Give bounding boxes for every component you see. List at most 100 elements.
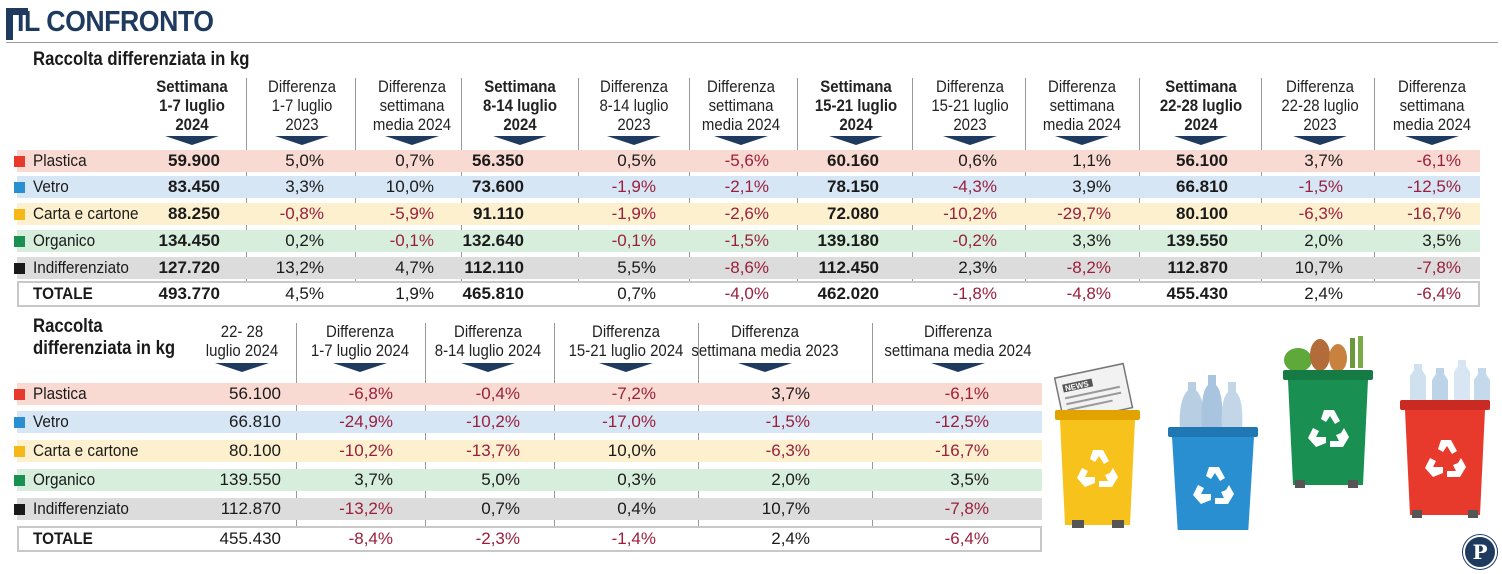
table-cell: -0,8% xyxy=(279,204,324,223)
column-header-arrow-icon xyxy=(738,363,792,372)
table-cell: 112.450 xyxy=(818,258,879,277)
column-header-arrow-icon xyxy=(931,363,985,372)
table-cell: -0,2% xyxy=(952,231,997,250)
column-separator xyxy=(698,323,699,545)
header-divider xyxy=(6,42,1498,43)
table-cell: -0,4% xyxy=(475,384,520,403)
column-header-text: Differenza 15-21 luglio 2023 xyxy=(931,77,1009,134)
column-header: Settimana 22-28 luglio 2024 xyxy=(1147,77,1255,134)
column-header: 22- 28 luglio 2024 xyxy=(157,322,327,360)
table-cell: -24,9% xyxy=(339,412,393,431)
table-cell: -7,2% xyxy=(611,384,656,403)
publisher-logo: P xyxy=(1463,535,1497,569)
row-background xyxy=(17,498,1042,520)
table-cell: 0,6% xyxy=(958,151,997,170)
category-color-swatch xyxy=(14,504,25,515)
column-header-text: Differenza 15-21 luglio 2024 xyxy=(568,322,684,360)
row-label-carta-e-cartone: Carta e cartone xyxy=(33,441,139,460)
category-color-swatch xyxy=(14,209,25,220)
column-header: Differenza settimana media 2024 xyxy=(1028,77,1136,134)
table-cell: 462.020 xyxy=(817,284,879,303)
row-background xyxy=(17,150,1480,172)
row-background xyxy=(17,469,1042,491)
table-cell: 5,5% xyxy=(617,258,656,277)
table-cell: -2,3% xyxy=(475,529,520,548)
column-header: Differenza 1-7 luglio 2023 xyxy=(248,77,356,134)
table-cell: 10,0% xyxy=(607,441,656,460)
column-header-text: 22- 28 luglio 2024 xyxy=(205,322,279,360)
column-header-arrow-icon xyxy=(165,136,219,145)
column-header-arrow-icon xyxy=(493,136,547,145)
table-cell: -10,2% xyxy=(339,441,393,460)
row-background xyxy=(17,440,1042,462)
table-cell: 139.550 xyxy=(219,470,281,489)
column-header-arrow-icon xyxy=(1405,136,1459,145)
table-cell: 10,7% xyxy=(761,499,810,518)
table-cell: -16,7% xyxy=(1407,204,1461,223)
row-label-vetro: Vetro xyxy=(33,177,69,196)
category-color-swatch xyxy=(14,263,25,274)
red-recycling-bin-icon xyxy=(1400,360,1490,518)
column-header-arrow-icon xyxy=(829,136,883,145)
row-label-plastica: Plastica xyxy=(33,384,87,403)
category-color-swatch xyxy=(14,475,25,486)
table-cell: -2,6% xyxy=(724,204,769,223)
column-header-text: Differenza settimana media 2024 xyxy=(701,77,781,134)
column-header-text: Differenza settimana media 2024 xyxy=(884,322,1032,360)
column-header-text: Settimana 1-7 luglio 2024 xyxy=(156,77,228,134)
table-cell: 10,0% xyxy=(385,177,434,196)
table-cell: -5,6% xyxy=(724,151,769,170)
table-cell: 112.870 xyxy=(220,499,281,518)
table-cell: -6,1% xyxy=(944,384,989,403)
table-cell: 3,7% xyxy=(1304,151,1343,170)
table-cell: -6,4% xyxy=(944,529,989,548)
table-cell: 56.100 xyxy=(229,384,281,403)
column-header: Differenza 15-21 luglio 2024 xyxy=(541,322,711,360)
row-label-indifferenziato: Indifferenziato xyxy=(33,499,129,518)
table-cell: -13,7% xyxy=(466,441,520,460)
category-color-swatch xyxy=(14,236,25,247)
column-header: Settimana 8-14 luglio 2024 xyxy=(466,77,574,134)
table-cell: 0,3% xyxy=(617,470,656,489)
yellow-recycling-bin-icon: NEWS xyxy=(1053,362,1140,528)
table-cell: -4,0% xyxy=(724,284,769,303)
table-cell: -5,9% xyxy=(389,204,434,223)
table-cell: -10,2% xyxy=(943,204,997,223)
row-label-carta-e-cartone: Carta e cartone xyxy=(33,204,139,223)
table-cell: 465.810 xyxy=(462,284,524,303)
row-background xyxy=(17,257,1480,279)
column-header-text: Differenza 1-7 luglio 2024 xyxy=(310,322,410,360)
row-background xyxy=(17,383,1042,405)
table-cell: 2,0% xyxy=(771,470,810,489)
column-header-text: Settimana 8-14 luglio 2024 xyxy=(482,77,557,134)
table-cell: 5,0% xyxy=(481,470,520,489)
column-separator xyxy=(872,323,873,545)
table-cell: 72.080 xyxy=(827,204,879,223)
category-color-swatch xyxy=(14,156,25,167)
header-accent-bar-top xyxy=(6,8,28,15)
column-header-text: Differenza settimana media 2024 xyxy=(1042,77,1122,134)
table-cell: -1,5% xyxy=(765,412,810,431)
table-cell: 127.720 xyxy=(158,258,220,277)
table-cell: 4,7% xyxy=(395,258,434,277)
row-background xyxy=(17,230,1480,252)
table-cell: -1,5% xyxy=(724,231,769,250)
column-header: Differenza 8-14 luglio 2024 xyxy=(403,322,573,360)
category-color-swatch xyxy=(14,417,25,428)
column-header-arrow-icon xyxy=(333,363,387,372)
column-header-arrow-icon xyxy=(607,136,661,145)
column-header-text: Differenza 1-7 luglio 2023 xyxy=(268,77,336,134)
total-row-box xyxy=(17,526,1042,552)
recycling-bins-illustration: NEWS xyxy=(1053,336,1490,530)
total-row-box xyxy=(17,281,1480,307)
row-label-vetro: Vetro xyxy=(33,412,69,431)
table-cell: -6,8% xyxy=(348,384,393,403)
column-header-arrow-icon xyxy=(385,136,439,145)
table-cell: 3,7% xyxy=(771,384,810,403)
category-color-swatch xyxy=(14,446,25,457)
table-cell: -4,8% xyxy=(1066,284,1111,303)
table-cell: 132.640 xyxy=(462,231,524,250)
column-header: Settimana 15-21 luglio 2024 xyxy=(802,77,910,134)
column-header: Settimana 1-7 luglio 2024 xyxy=(138,77,246,134)
table-cell: -4,3% xyxy=(952,177,997,196)
